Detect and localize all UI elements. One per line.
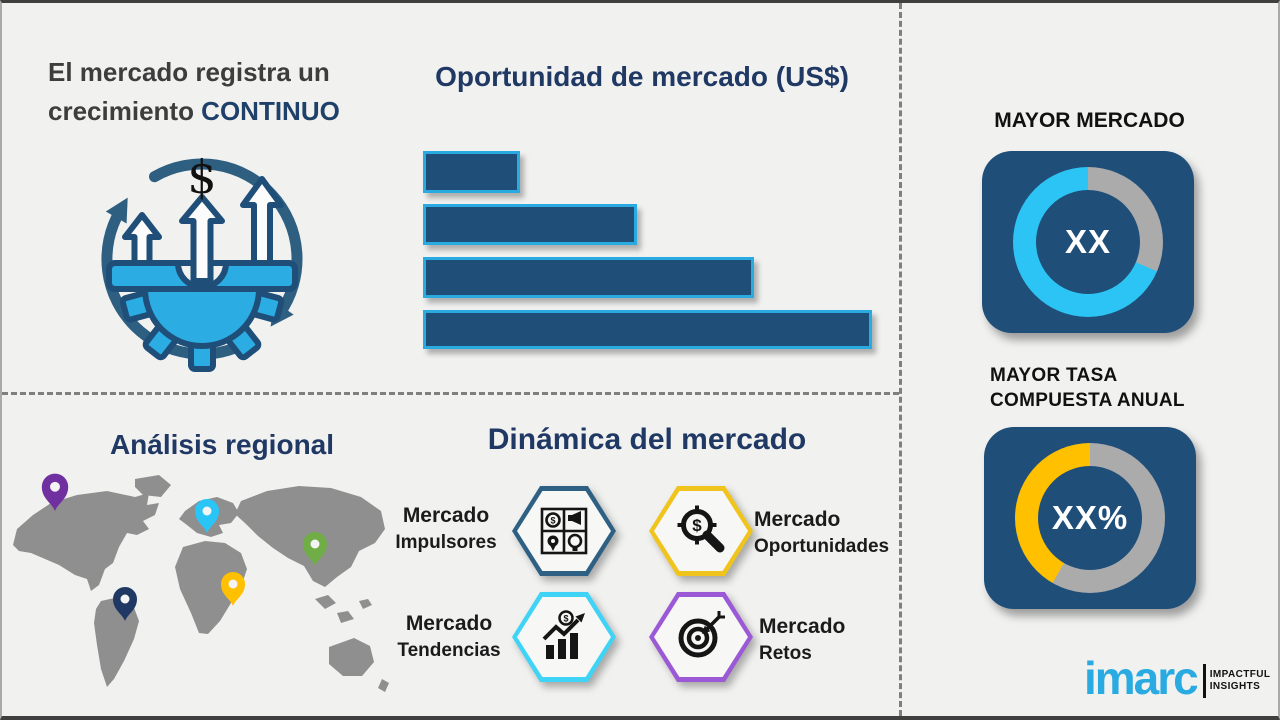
opportunity-bar-1 [423, 151, 520, 193]
largest-market-donut-card: XX [982, 151, 1194, 333]
imarc-logo: imarc [1084, 652, 1199, 704]
challenges-hexagon [649, 592, 753, 682]
regional-title: Análisis regional [109, 429, 335, 460]
trends-label: Mercado Tendencias [397, 612, 501, 661]
challenges-label: Mercado Retos [759, 615, 846, 664]
world-map [13, 473, 389, 692]
target-dart-icon [678, 611, 725, 658]
drivers-label: Mercado Impulsores [395, 504, 497, 553]
map-pin-europe [195, 499, 219, 533]
svg-text:$: $ [550, 516, 555, 526]
opportunity-bar-4 [423, 310, 872, 349]
growth-heading: El mercado registra un crecimiento CONTI… [48, 53, 340, 131]
opportunities-hexagon: $ [649, 486, 753, 576]
cagr-title: MAYOR TASA COMPUESTA ANUAL [990, 365, 1185, 411]
svg-text:$: $ [563, 614, 568, 624]
growth-gear-icon: $ [101, 150, 303, 372]
trend-chart-icon: $ [542, 610, 585, 659]
map-pin-south-america [113, 587, 137, 621]
growth-up-arrows [122, 176, 284, 270]
donut-hole [1036, 190, 1140, 294]
map-pins [41, 473, 327, 621]
growth-heading-line2: crecimiento CONTINUO [48, 96, 340, 126]
svg-text:$: $ [692, 516, 702, 535]
cagr-value: XX% [1051, 499, 1129, 536]
puzzle-icon: $ [540, 507, 588, 555]
donut-hole [1038, 466, 1142, 570]
growth-middle-arrow [179, 194, 225, 284]
map-pin-north-america [41, 473, 69, 511]
brand-tagline: IMPACTFUL INSIGHTS [1209, 669, 1271, 692]
growth-heading-accent: CONTINUO [201, 96, 340, 126]
cagr-donut-card: XX% [984, 427, 1196, 609]
dynamics-title: Dinámica del mercado [487, 423, 807, 456]
largest-market-title: MAYOR MERCADO [994, 109, 1185, 132]
opportunity-bar-3 [423, 257, 754, 298]
opportunity-title: Oportunidad de mercado (US$) [435, 61, 849, 92]
logo-divider [1202, 664, 1206, 698]
growth-heading-line1: El mercado registra un [48, 57, 330, 87]
map-pin-east-asia [303, 532, 327, 566]
trends-hexagon: $ [512, 592, 616, 682]
horizontal-divider [2, 392, 899, 395]
vertical-divider [899, 3, 902, 716]
brand-logo: imarc IMPACTFUL INSIGHTS [1084, 655, 1270, 701]
cagr-donut-chart: XX% [1015, 443, 1165, 593]
opportunity-bar-2 [423, 204, 637, 245]
map-pin-africa [221, 572, 245, 606]
largest-market-value: XX [1064, 223, 1112, 260]
magnifier-dollar-icon: $ [677, 505, 725, 553]
opportunities-label: Mercado Oportunidades [754, 508, 890, 557]
dollar-sign: $ [187, 150, 216, 204]
largest-market-donut-chart: XX [1013, 167, 1163, 317]
drivers-hexagon: $ [512, 486, 616, 576]
